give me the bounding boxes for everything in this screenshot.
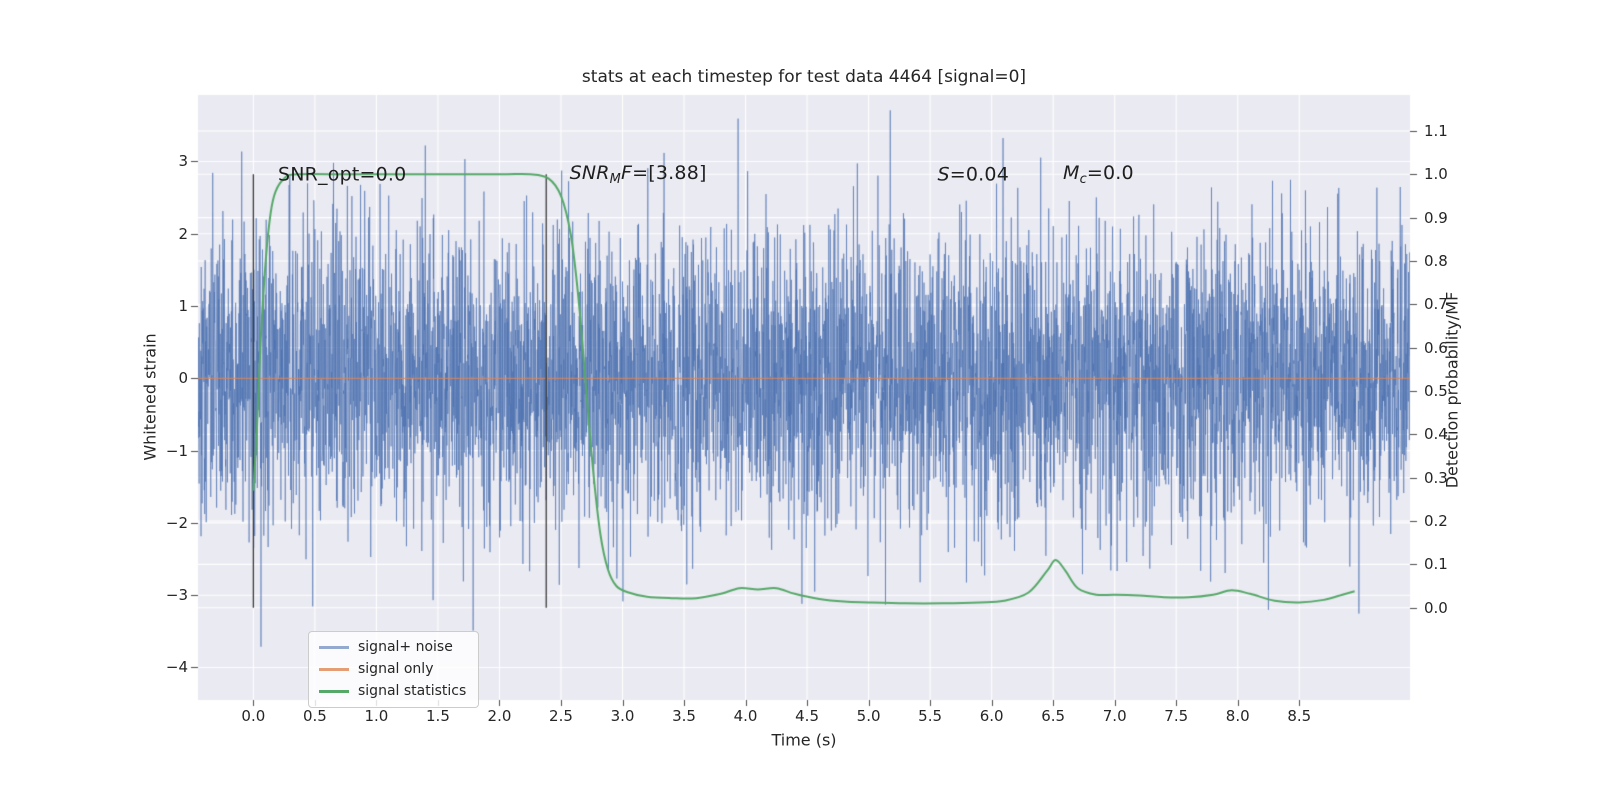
x-tick-label: 2.5	[549, 707, 573, 725]
annotation-2: S=0.04	[938, 163, 1010, 185]
x-tick-label: 4.0	[733, 707, 758, 725]
annotation-part: F	[621, 161, 633, 184]
annotation-0: SNR_opt=0.0	[278, 163, 406, 185]
legend-item-signal-only: signal only	[319, 661, 466, 678]
y-left-tick-label: 0	[178, 369, 188, 388]
annotation-part: c	[1079, 171, 1087, 187]
x-axis-label: Time (s)	[771, 730, 837, 750]
chart-title: stats at each timestep for test data 446…	[581, 67, 1027, 87]
annotation-1: SNRMF=[3.88]	[570, 162, 707, 187]
annotation-part: S	[937, 163, 950, 186]
legend-label-signal-statistics: signal statistics	[358, 683, 467, 699]
x-tick-label: 0.5	[302, 707, 327, 725]
legend-label-signal-noise: signal+ noise	[358, 639, 453, 655]
annotation-3: Mc=0.0	[1063, 162, 1134, 187]
legend-item-signal-statistics: signal statistics	[319, 683, 466, 700]
y-right-tick-label: 0.6	[1424, 338, 1448, 357]
y-right-tick-label: 0.4	[1424, 425, 1448, 444]
legend-swatch-signal-statistics	[319, 690, 349, 693]
y-right-tick-label: 1.1	[1424, 121, 1448, 140]
y-left-tick-label: −4	[165, 658, 188, 677]
x-tick-label: 5.0	[856, 707, 881, 725]
y-left-tick-label: −3	[165, 586, 188, 605]
y-left-tick-label: −1	[165, 441, 188, 460]
x-tick-label: 0.0	[241, 707, 266, 725]
y-right-tick-label: 0.3	[1424, 468, 1448, 487]
x-tick-label: 6.5	[1041, 707, 1066, 725]
y-right-tick-label: 0.7	[1424, 295, 1448, 314]
annotation-part: =0.0	[1086, 161, 1134, 184]
legend-label-signal-only: signal only	[358, 661, 434, 677]
annotation-part: =[3.88]	[632, 161, 707, 184]
annotation-part: M	[609, 171, 622, 187]
y-right-tick-label: 1.0	[1424, 165, 1448, 184]
x-tick-label: 6.0	[979, 707, 1004, 725]
legend-swatch-signal-only	[319, 668, 349, 671]
y-right-tick-label: 0.8	[1424, 251, 1448, 270]
x-tick-label: 8.0	[1225, 707, 1250, 725]
y-right-tick-label: 0.2	[1424, 512, 1448, 530]
x-tick-label: 5.5	[918, 707, 943, 725]
legend-item-signal-noise: signal+ noise	[319, 639, 466, 656]
annotation-part: SNR	[569, 161, 610, 184]
x-tick-label: 4.5	[795, 707, 819, 725]
y-left-tick-label: 3	[178, 152, 188, 171]
x-tick-label: 1.5	[426, 707, 450, 725]
x-tick-label: 3.0	[610, 707, 635, 725]
y-right-tick-label: 0.9	[1424, 208, 1448, 227]
x-tick-label: 3.5	[672, 707, 696, 725]
x-tick-label: 7.5	[1164, 707, 1189, 725]
y-left-tick-label: −2	[165, 513, 188, 532]
y-axis-label-left: Whitened strain	[140, 333, 160, 461]
x-tick-label: 1.0	[364, 707, 389, 725]
x-tick-label: 8.5	[1287, 707, 1312, 725]
y-right-tick-label: 0.0	[1424, 598, 1448, 617]
x-tick-label: 2.0	[487, 707, 512, 725]
y-left-tick-label: 2	[178, 224, 188, 243]
y-right-tick-label: 0.1	[1424, 555, 1448, 574]
legend: signal+ noise signal only signal statist…	[308, 631, 480, 708]
y-right-tick-label: 0.5	[1424, 381, 1448, 400]
annotation-part: M	[1063, 161, 1080, 184]
annotation-part: =0.04	[949, 163, 1009, 186]
annotation-part: SNR_opt=0.0	[277, 163, 407, 186]
legend-swatch-signal-noise	[319, 646, 349, 649]
x-tick-label: 7.0	[1102, 707, 1127, 725]
y-left-tick-label: 1	[178, 297, 188, 316]
